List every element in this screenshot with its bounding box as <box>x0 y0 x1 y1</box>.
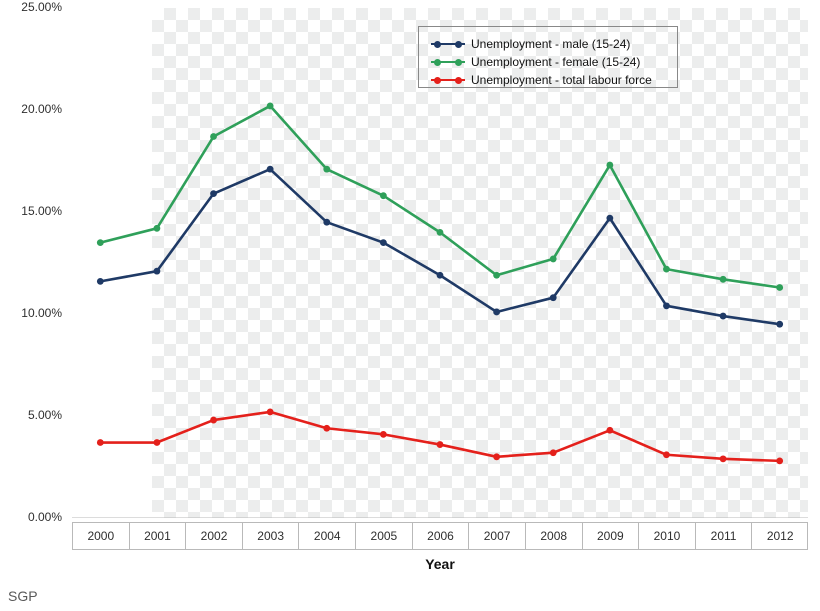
series-marker <box>550 449 557 456</box>
x-tick-cell: 2011 <box>695 523 752 549</box>
x-tick-cell: 2000 <box>72 523 129 549</box>
series-marker <box>606 427 613 434</box>
series-marker <box>550 256 557 263</box>
legend-swatch <box>431 37 465 51</box>
series-marker <box>663 451 670 458</box>
series-marker <box>210 190 217 197</box>
series-marker <box>720 313 727 320</box>
series-marker <box>437 441 444 448</box>
series-marker <box>437 229 444 236</box>
series-marker <box>267 103 274 110</box>
x-tick-cell: 2002 <box>185 523 242 549</box>
y-tick-label: 10.00% <box>0 306 62 320</box>
x-tick-cell: 2005 <box>355 523 412 549</box>
y-tick-label: 15.00% <box>0 204 62 218</box>
x-axis-title: Year <box>72 556 808 572</box>
y-tick-label: 5.00% <box>0 408 62 422</box>
x-tick-cell: 2008 <box>525 523 582 549</box>
legend-item: Unemployment - male (15-24) <box>431 35 665 53</box>
legend-label: Unemployment - total labour force <box>471 73 652 87</box>
series-marker <box>267 166 274 173</box>
series-marker <box>323 219 330 226</box>
series-marker <box>154 268 161 275</box>
series-marker <box>720 455 727 462</box>
series-marker <box>776 284 783 291</box>
x-tick-cell: 2003 <box>242 523 299 549</box>
series-marker <box>493 309 500 316</box>
series-marker <box>97 439 104 446</box>
legend-swatch <box>431 55 465 69</box>
series-marker <box>380 239 387 246</box>
series-marker <box>663 266 670 273</box>
x-tick-cell: 2004 <box>298 523 355 549</box>
legend-item: Unemployment - total labour force <box>431 71 665 89</box>
series-marker <box>493 272 500 279</box>
series-marker <box>323 166 330 173</box>
y-tick-label: 0.00% <box>0 510 62 524</box>
series-marker <box>380 431 387 438</box>
x-tick-cell: 2007 <box>468 523 525 549</box>
series-marker <box>267 409 274 416</box>
x-tick-cell: 2001 <box>129 523 186 549</box>
x-tick-cell: 2012 <box>751 523 808 549</box>
series-marker <box>606 215 613 222</box>
series-marker <box>437 272 444 279</box>
series-marker <box>550 294 557 301</box>
unemployment-line-chart: 0.00%5.00%10.00%15.00%20.00%25.00% 20002… <box>0 0 820 611</box>
series-line <box>100 412 779 461</box>
series-marker <box>210 417 217 424</box>
series-marker <box>154 225 161 232</box>
series-marker <box>97 278 104 285</box>
series-marker <box>323 425 330 432</box>
series-marker <box>776 457 783 464</box>
series-marker <box>776 321 783 328</box>
series-line <box>100 106 779 288</box>
x-axis-strip: 2000200120022003200420052006200720082009… <box>72 522 808 550</box>
legend-item: Unemployment - female (15-24) <box>431 53 665 71</box>
series-line <box>100 169 779 324</box>
series-marker <box>606 162 613 169</box>
series-marker <box>210 133 217 140</box>
series-marker <box>97 239 104 246</box>
legend-label: Unemployment - female (15-24) <box>471 55 640 69</box>
series-marker <box>493 453 500 460</box>
legend: Unemployment - male (15-24) Unemployment … <box>418 26 678 88</box>
y-tick-label: 25.00% <box>0 0 62 14</box>
x-tick-cell: 2006 <box>412 523 469 549</box>
corner-label: SGP <box>8 588 38 604</box>
series-marker <box>720 276 727 283</box>
x-tick-cell: 2010 <box>638 523 695 549</box>
series-marker <box>154 439 161 446</box>
legend-swatch <box>431 73 465 87</box>
series-marker <box>380 192 387 199</box>
y-tick-label: 20.00% <box>0 102 62 116</box>
x-tick-cell: 2009 <box>582 523 639 549</box>
legend-label: Unemployment - male (15-24) <box>471 37 630 51</box>
series-marker <box>663 302 670 309</box>
